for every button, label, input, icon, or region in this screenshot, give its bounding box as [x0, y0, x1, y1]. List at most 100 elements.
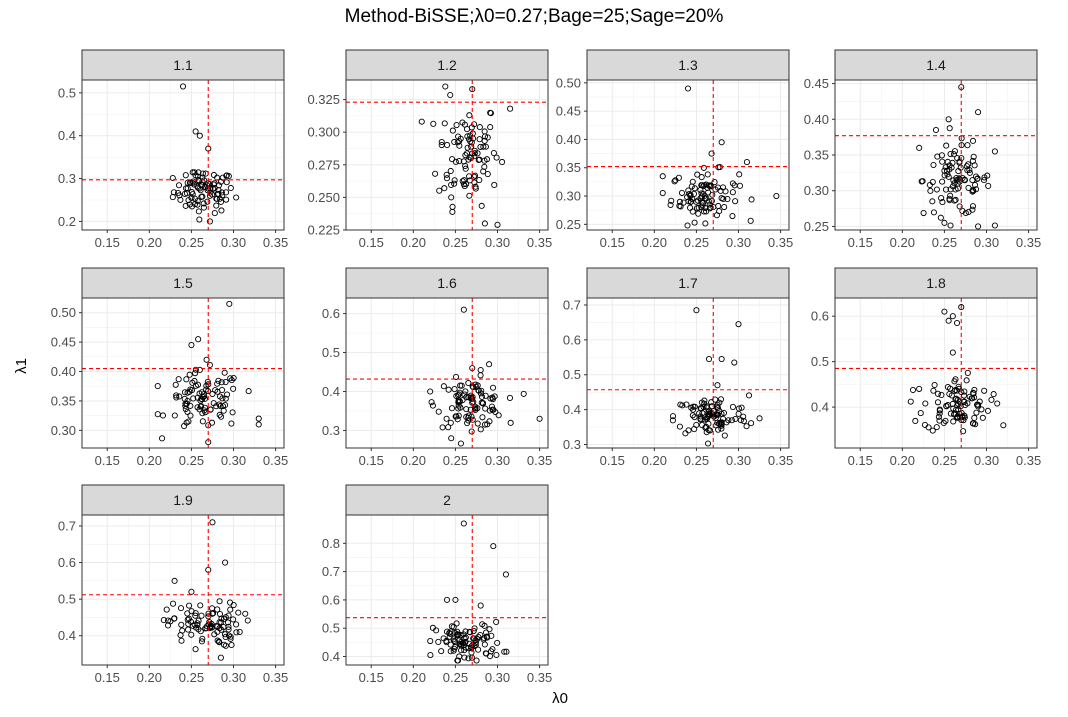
data-point	[245, 388, 252, 395]
panel-border	[834, 297, 1038, 449]
data-point	[463, 406, 470, 413]
panel-border	[586, 297, 790, 449]
data-point	[479, 414, 486, 421]
data-point	[171, 412, 178, 419]
x-tick-label: 0.30	[221, 235, 246, 250]
y-tick-label: 0.5	[58, 85, 76, 100]
data-point	[221, 369, 228, 376]
data-point	[454, 139, 461, 146]
data-point	[747, 217, 754, 224]
facet-strip-label: 1.4	[926, 57, 946, 73]
data-point	[520, 390, 527, 397]
data-point	[187, 412, 194, 419]
y-tick-label: 0.5	[322, 621, 340, 636]
y-tick-label: 0.35	[51, 393, 76, 408]
data-point	[948, 392, 955, 399]
data-point	[920, 209, 927, 217]
y-tick-label: 0.35	[556, 160, 581, 175]
data-point	[953, 319, 961, 327]
data-point	[445, 424, 452, 431]
data-point	[443, 415, 450, 422]
y-tick-label: 0.4	[58, 128, 76, 143]
y-tick-label: 0.7	[322, 564, 340, 579]
x-tick-label: 0.35	[527, 453, 552, 468]
data-point	[951, 180, 958, 187]
data-point	[990, 391, 997, 398]
y-tick-label: 0.40	[804, 112, 829, 127]
facet-panel: 1.4 0.25 0.30 0.35 0.40 0.45 0.15 0.20 0.25 0.30 0…	[804, 49, 1041, 250]
data-point	[963, 377, 970, 384]
data-point	[952, 396, 959, 403]
data-point	[705, 427, 712, 434]
data-point	[460, 306, 467, 313]
x-tick-label: 0.15	[95, 670, 120, 685]
data-point	[456, 158, 463, 165]
data-point	[464, 144, 471, 151]
data-point	[927, 187, 934, 194]
data-point	[230, 616, 237, 623]
data-point	[499, 158, 506, 166]
data-point	[154, 382, 161, 390]
y-tick-label: 0.4	[811, 400, 829, 415]
x-tick-label: 0.25	[932, 453, 957, 468]
data-point	[932, 126, 940, 134]
data-point	[216, 401, 223, 408]
data-point	[506, 394, 514, 401]
data-point	[981, 387, 988, 394]
data-point	[698, 422, 706, 429]
data-point	[228, 420, 235, 427]
data-point	[197, 602, 204, 609]
panel-border	[586, 79, 790, 231]
data-point	[186, 602, 193, 609]
x-tick-label: 0.25	[443, 235, 468, 250]
data-point	[971, 394, 978, 401]
data-point	[943, 167, 951, 174]
data-point	[481, 137, 488, 144]
data-point	[220, 407, 227, 414]
data-point	[478, 393, 486, 400]
data-point	[236, 628, 243, 635]
data-point	[718, 139, 725, 146]
x-tick-label: 0.20	[890, 453, 915, 468]
data-point	[966, 169, 973, 176]
data-point	[448, 435, 455, 442]
data-point	[773, 192, 780, 200]
data-point	[684, 222, 691, 229]
data-point	[486, 361, 493, 368]
panel-border	[81, 297, 285, 449]
data-point	[159, 412, 167, 419]
data-point	[667, 201, 674, 208]
data-point	[495, 412, 502, 419]
data-point	[233, 621, 240, 628]
x-tick-label: 0.20	[642, 453, 667, 468]
x-tick-label: 0.15	[359, 453, 384, 468]
data-point	[173, 392, 180, 399]
data-point	[465, 655, 472, 662]
data-point	[188, 342, 195, 349]
data-point	[453, 373, 460, 380]
data-point	[492, 408, 499, 416]
data-point	[740, 418, 747, 425]
data-point	[455, 631, 462, 638]
data-point	[461, 654, 468, 661]
data-point	[465, 645, 472, 652]
data-point	[980, 177, 988, 184]
x-tick-label: 0.35	[768, 235, 793, 250]
data-point	[974, 175, 981, 182]
data-point	[465, 379, 472, 387]
y-tick-label: 0.6	[322, 592, 340, 607]
data-point	[472, 406, 479, 414]
data-point	[955, 383, 962, 390]
data-point	[450, 647, 457, 654]
data-point	[466, 629, 473, 636]
data-point	[171, 615, 178, 622]
y-tick-label: 0.45	[804, 76, 829, 91]
x-tick-label: 0.35	[768, 453, 793, 468]
data-point	[482, 650, 489, 657]
data-point	[486, 653, 494, 660]
data-point	[729, 189, 736, 196]
data-point	[934, 390, 941, 397]
data-point	[483, 629, 490, 636]
data-point	[219, 387, 226, 394]
data-point	[427, 652, 434, 659]
